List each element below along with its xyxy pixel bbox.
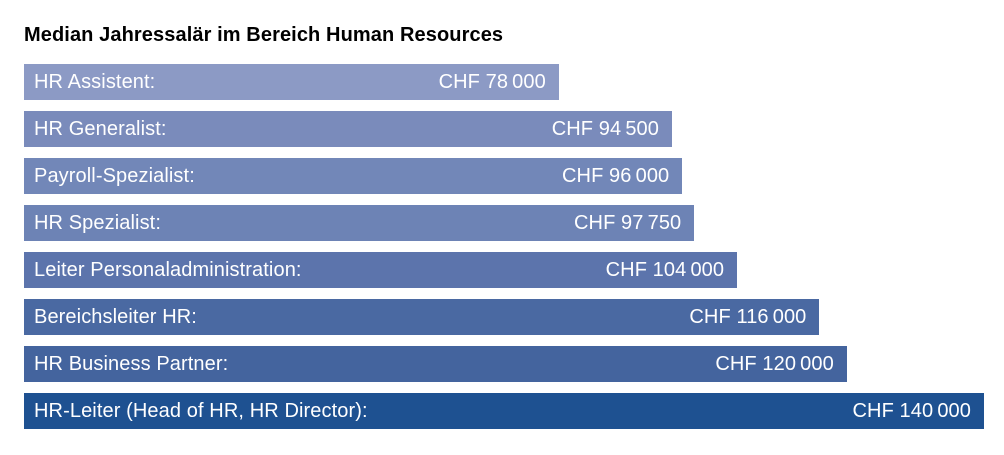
bar-row: HR Spezialist: CHF 97 750 bbox=[24, 205, 984, 241]
bar-value-label: CHF 96 000 bbox=[562, 164, 670, 187]
bar-category-label: HR Assistent: bbox=[34, 70, 156, 93]
bar-category-label: HR-Leiter (Head of HR, HR Director): bbox=[34, 399, 368, 422]
bar-category-label: HR Generalist: bbox=[34, 117, 167, 140]
bar-row: Bereichsleiter HR: CHF 116 000 bbox=[24, 299, 984, 335]
bar-list: HR Assistent: CHF 78 000 HR Generalist: … bbox=[24, 64, 984, 429]
bar-value-label: CHF 97 750 bbox=[574, 211, 682, 234]
bar-value-label: CHF 140 000 bbox=[852, 399, 971, 422]
bar-value-label: CHF 104 000 bbox=[605, 258, 725, 281]
salary-bar: HR Spezialist: CHF 97 750 bbox=[24, 205, 695, 241]
bar-category-label: Leiter Personaladministration: bbox=[34, 258, 302, 281]
bar-row: Leiter Personaladministration: CHF 104 0… bbox=[24, 252, 984, 288]
salary-bar: Payroll-Spezialist: CHF 96 000 bbox=[24, 158, 683, 194]
bar-category-label: HR Business Partner: bbox=[34, 352, 229, 375]
salary-bar: Bereichsleiter HR: CHF 116 000 bbox=[24, 299, 820, 335]
bar-category-label: Payroll-Spezialist: bbox=[34, 164, 195, 187]
bar-row: HR Assistent: CHF 78 000 bbox=[24, 64, 984, 100]
salary-bar: HR-Leiter (Head of HR, HR Director): CHF… bbox=[24, 393, 984, 429]
salary-bar-chart: Median Jahressalär im Bereich Human Reso… bbox=[24, 25, 984, 429]
salary-bar: HR Business Partner: CHF 120 000 bbox=[24, 346, 847, 382]
bar-value-label: CHF 120 000 bbox=[715, 352, 834, 375]
salary-bar: HR Assistent: CHF 78 000 bbox=[24, 64, 559, 100]
bar-value-label: CHF 94 500 bbox=[551, 117, 659, 140]
salary-bar: Leiter Personaladministration: CHF 104 0… bbox=[24, 252, 738, 288]
bar-category-label: Bereichsleiter HR: bbox=[34, 305, 197, 328]
chart-title: Median Jahressalär im Bereich Human Reso… bbox=[24, 24, 504, 46]
bar-value-label: CHF 78 000 bbox=[438, 70, 546, 93]
bar-value-label: CHF 116 000 bbox=[689, 305, 807, 328]
bar-row: Payroll-Spezialist: CHF 96 000 bbox=[24, 158, 984, 194]
bar-category-label: HR Spezialist: bbox=[34, 211, 161, 234]
bar-row: HR Business Partner: CHF 120 000 bbox=[24, 346, 984, 382]
bar-row: HR-Leiter (Head of HR, HR Director): CHF… bbox=[24, 393, 984, 429]
salary-bar: HR Generalist: CHF 94 500 bbox=[24, 111, 672, 147]
bar-row: HR Generalist: CHF 94 500 bbox=[24, 111, 984, 147]
